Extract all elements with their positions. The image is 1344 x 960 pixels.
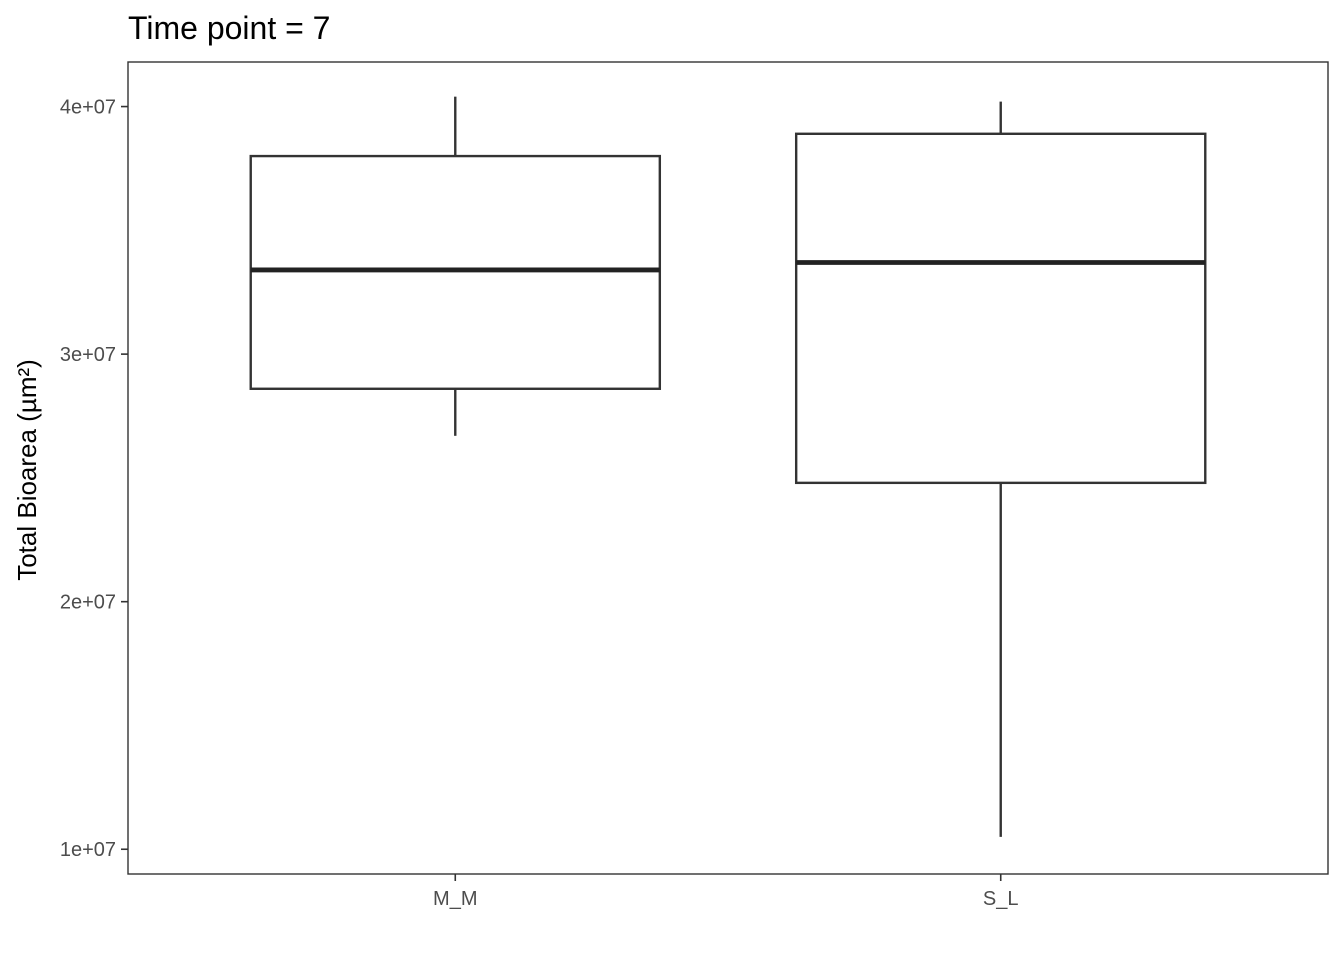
x-tick-label: M_M [433,888,477,910]
box-m-m [249,96,662,436]
y-tick-label: 3e+07 [60,344,116,366]
plot-panel-border [127,61,1329,875]
y-tick-label: 4e+07 [60,97,116,119]
y-axis-label: Total Bioarea (µm²) [12,359,42,581]
x-axis: M_M S_L [433,874,1019,910]
chart-title: Time point = 7 [128,10,330,46]
boxes [249,96,1207,837]
x-tick-label: S_L [983,888,1019,910]
box-s-l [794,101,1207,837]
y-axis: 1e+07 2e+07 3e+07 4e+07 [60,97,128,861]
y-tick-label: 2e+07 [60,592,116,614]
interquartile-box [249,154,662,390]
interquartile-box [794,132,1207,485]
y-tick-label: 1e+07 [60,839,116,861]
